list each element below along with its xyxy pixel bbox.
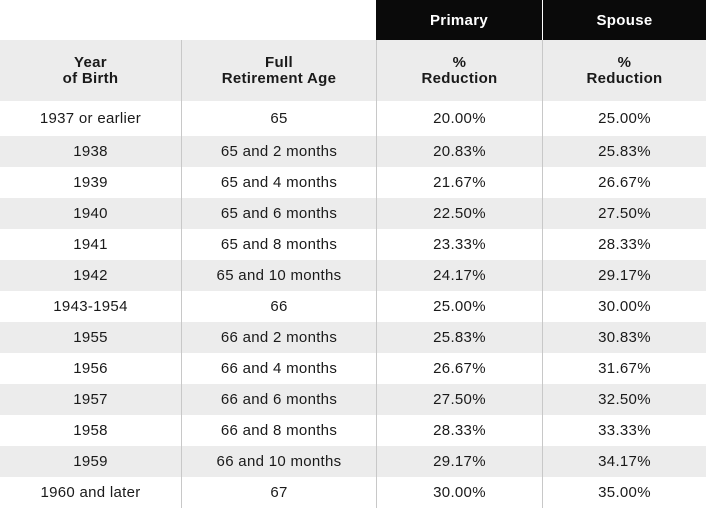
cell-spouse-reduction: 25.83% [542, 136, 706, 167]
cell-primary-reduction: 29.17% [376, 446, 542, 477]
group-header-primary: Primary [376, 0, 542, 40]
column-header-fra: Full Retirement Age [181, 40, 376, 101]
cell-full-retirement-age: 66 and 4 months [181, 353, 376, 384]
cell-primary-reduction: 20.83% [376, 136, 542, 167]
column-header-row: Year of Birth Full Retirement Age % Redu… [0, 40, 706, 101]
cell-year: 1941 [73, 236, 108, 253]
table-row: 1943-1954 66 25.00% 30.00% [0, 291, 706, 322]
group-header-empty-1 [0, 0, 181, 40]
cell-year: 1943-1954 [53, 298, 128, 315]
table-row: 1955 66 and 2 months 25.83% 30.83% [0, 322, 706, 353]
table-row: 1938 65 and 2 months 20.83% 25.83% [0, 136, 706, 167]
cell-full-retirement-age: 66 and 8 months [181, 415, 376, 446]
cell-full-retirement-age: 65 and 4 months [181, 167, 376, 198]
group-header-empty-2 [181, 0, 376, 40]
cell-full-retirement-age: 65 and 2 months [181, 136, 376, 167]
cell-year: 1938 [73, 143, 108, 160]
cell-spouse-reduction: 34.17% [542, 446, 706, 477]
cell-full-retirement-age: 65 [181, 101, 376, 136]
group-header-spouse: Spouse [542, 0, 706, 40]
cell-full-retirement-age: 66 and 6 months [181, 384, 376, 415]
table-row: 1960 and later 67 30.00% 35.00% [0, 477, 706, 508]
cell-full-retirement-age: 67 [181, 477, 376, 508]
cell-spouse-reduction: 33.33% [542, 415, 706, 446]
table-row: 1940 65 and 6 months 22.50% 27.50% [0, 198, 706, 229]
cell-primary-reduction: 30.00% [376, 477, 542, 508]
cell-primary-reduction: 27.50% [376, 384, 542, 415]
cell-spouse-reduction: 26.67% [542, 167, 706, 198]
cell-primary-reduction: 22.50% [376, 198, 542, 229]
cell-spouse-reduction: 30.83% [542, 322, 706, 353]
cell-full-retirement-age: 65 and 8 months [181, 229, 376, 260]
cell-spouse-reduction: 32.50% [542, 384, 706, 415]
cell-spouse-reduction: 28.33% [542, 229, 706, 260]
cell-primary-reduction: 26.67% [376, 353, 542, 384]
column-header-spouse-reduction: % Reduction [542, 40, 706, 101]
cell-primary-reduction: 20.00% [376, 101, 542, 136]
table-row: 1942 65 and 10 months 24.17% 29.17% [0, 260, 706, 291]
cell-spouse-reduction: 29.17% [542, 260, 706, 291]
cell-full-retirement-age: 65 and 10 months [181, 260, 376, 291]
cell-year: 1942 [73, 267, 108, 284]
cell-year: 1937 or earlier [39, 110, 142, 127]
table-body: 1937 or earlier 65 20.00% 25.00% 1938 65 and … [0, 101, 706, 508]
table-row: 1956 66 and 4 months 26.67% 31.67% [0, 353, 706, 384]
cell-spouse-reduction: 27.50% [542, 198, 706, 229]
cell-year: 1955 [73, 329, 108, 346]
cell-primary-reduction: 23.33% [376, 229, 542, 260]
column-header-year: Year of Birth [62, 53, 119, 87]
table-row: 1937 or earlier 65 20.00% 25.00% [0, 101, 706, 136]
cell-full-retirement-age: 66 and 2 months [181, 322, 376, 353]
table-row: 1958 66 and 8 months 28.33% 33.33% [0, 415, 706, 446]
table-row: 1957 66 and 6 months 27.50% 32.50% [0, 384, 706, 415]
cell-year: 1958 [73, 422, 108, 439]
cell-year: 1940 [73, 205, 108, 222]
cell-full-retirement-age: 66 and 10 months [181, 446, 376, 477]
table-row: 1939 65 and 4 months 21.67% 26.67% [0, 167, 706, 198]
cell-spouse-reduction: 25.00% [542, 101, 706, 136]
table-row: 1959 66 and 10 months 29.17% 34.17% [0, 446, 706, 477]
cell-year: 1957 [73, 391, 108, 408]
cell-spouse-reduction: 35.00% [542, 477, 706, 508]
cell-primary-reduction: 21.67% [376, 167, 542, 198]
cell-year: 1956 [73, 360, 108, 377]
table-row: 1941 65 and 8 months 23.33% 28.33% [0, 229, 706, 260]
cell-spouse-reduction: 31.67% [542, 353, 706, 384]
cell-primary-reduction: 24.17% [376, 260, 542, 291]
cell-primary-reduction: 25.83% [376, 322, 542, 353]
cell-full-retirement-age: 66 [181, 291, 376, 322]
cell-full-retirement-age: 65 and 6 months [181, 198, 376, 229]
cell-primary-reduction: 28.33% [376, 415, 542, 446]
cell-year: 1939 [73, 174, 108, 191]
cell-year: 1959 [73, 453, 108, 470]
group-header-row: Primary Spouse [0, 0, 706, 40]
cell-year: 1960 and later [40, 484, 141, 501]
cell-spouse-reduction: 30.00% [542, 291, 706, 322]
column-header-primary-reduction: % Reduction [376, 40, 542, 101]
cell-primary-reduction: 25.00% [376, 291, 542, 322]
